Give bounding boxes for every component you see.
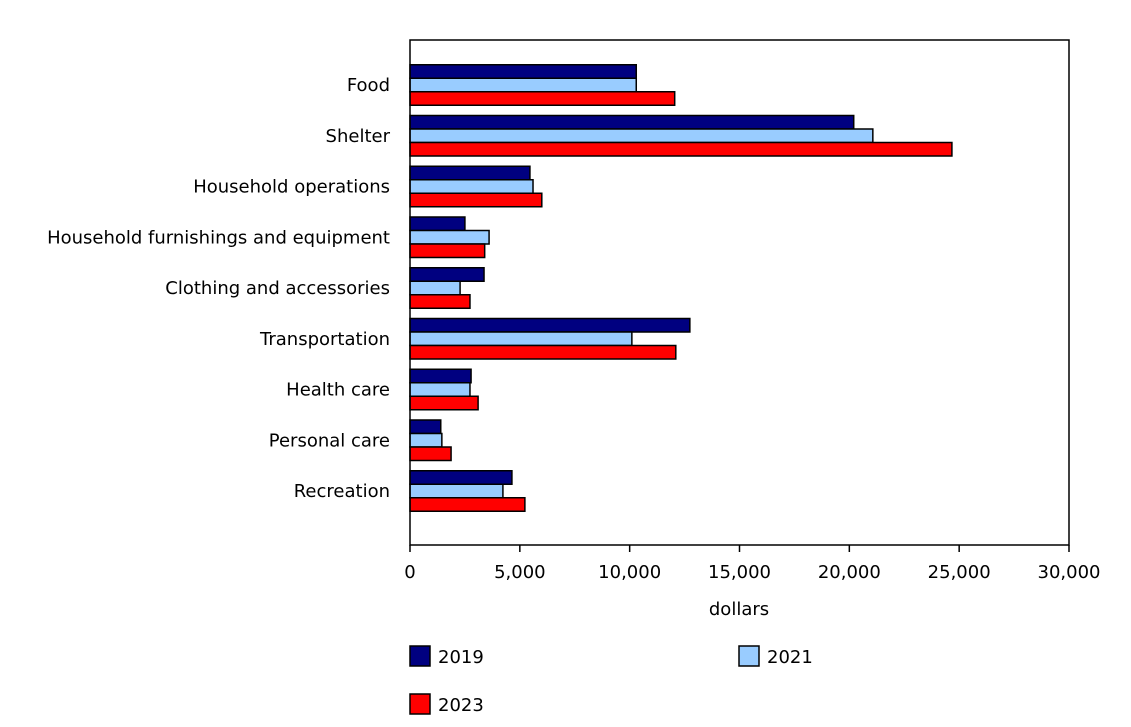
bar-2021 <box>409 280 461 296</box>
x-tick-label: 25,000 <box>928 562 991 583</box>
bar-2023 <box>409 294 471 309</box>
bar-2019 <box>409 114 855 130</box>
legend-swatch-2021 <box>738 645 760 667</box>
bar-2019 <box>409 317 691 333</box>
legend-label: 2019 <box>438 647 484 668</box>
bar-2019 <box>409 267 485 282</box>
x-tick-label: 30,000 <box>1038 562 1101 583</box>
bar-2023 <box>409 446 452 462</box>
category-label: Recreation <box>294 481 390 502</box>
bar-2019 <box>409 165 531 181</box>
bar-2021 <box>409 483 504 499</box>
legend-swatch-2023 <box>409 693 431 715</box>
bar-2023 <box>409 192 543 208</box>
bar-2023 <box>409 91 676 106</box>
bar-2021 <box>409 382 471 397</box>
bar-2021 <box>409 331 633 347</box>
category-label: Transportation <box>259 329 390 350</box>
category-label: Household furnishings and equipment <box>47 227 390 248</box>
bar-2019 <box>409 470 513 485</box>
legend-label: 2021 <box>767 647 813 668</box>
x-tick-label: 10,000 <box>598 562 661 583</box>
legend-label: 2023 <box>438 695 484 716</box>
category-label: Health care <box>286 380 390 401</box>
x-axis-label: dollars <box>709 599 769 620</box>
bar-2021 <box>409 229 490 245</box>
bar-2023 <box>409 395 479 411</box>
bar-2021 <box>409 77 638 93</box>
category-label: Food <box>347 75 390 96</box>
category-label: Personal care <box>269 430 390 451</box>
bar-2021 <box>409 179 534 194</box>
bar-2019 <box>409 368 472 384</box>
bar-2023 <box>409 344 677 360</box>
bar-2023 <box>409 243 486 259</box>
bar-2021 <box>409 432 443 448</box>
x-tick-label: 5,000 <box>494 562 546 583</box>
legend-swatch-2019 <box>409 645 431 667</box>
bar-2019 <box>409 64 638 79</box>
bar-2019 <box>409 216 466 232</box>
x-tick-label: 15,000 <box>708 562 771 583</box>
x-tick-label: 0 <box>404 562 415 583</box>
category-label: Shelter <box>326 126 391 147</box>
bar-2021 <box>409 128 874 144</box>
category-label: Clothing and accessories <box>165 278 390 299</box>
bar-2019 <box>409 419 442 435</box>
bar-2023 <box>409 141 953 157</box>
category-label: Household operations <box>193 177 390 198</box>
bar-2023 <box>409 497 526 512</box>
x-tick-label: 20,000 <box>818 562 881 583</box>
